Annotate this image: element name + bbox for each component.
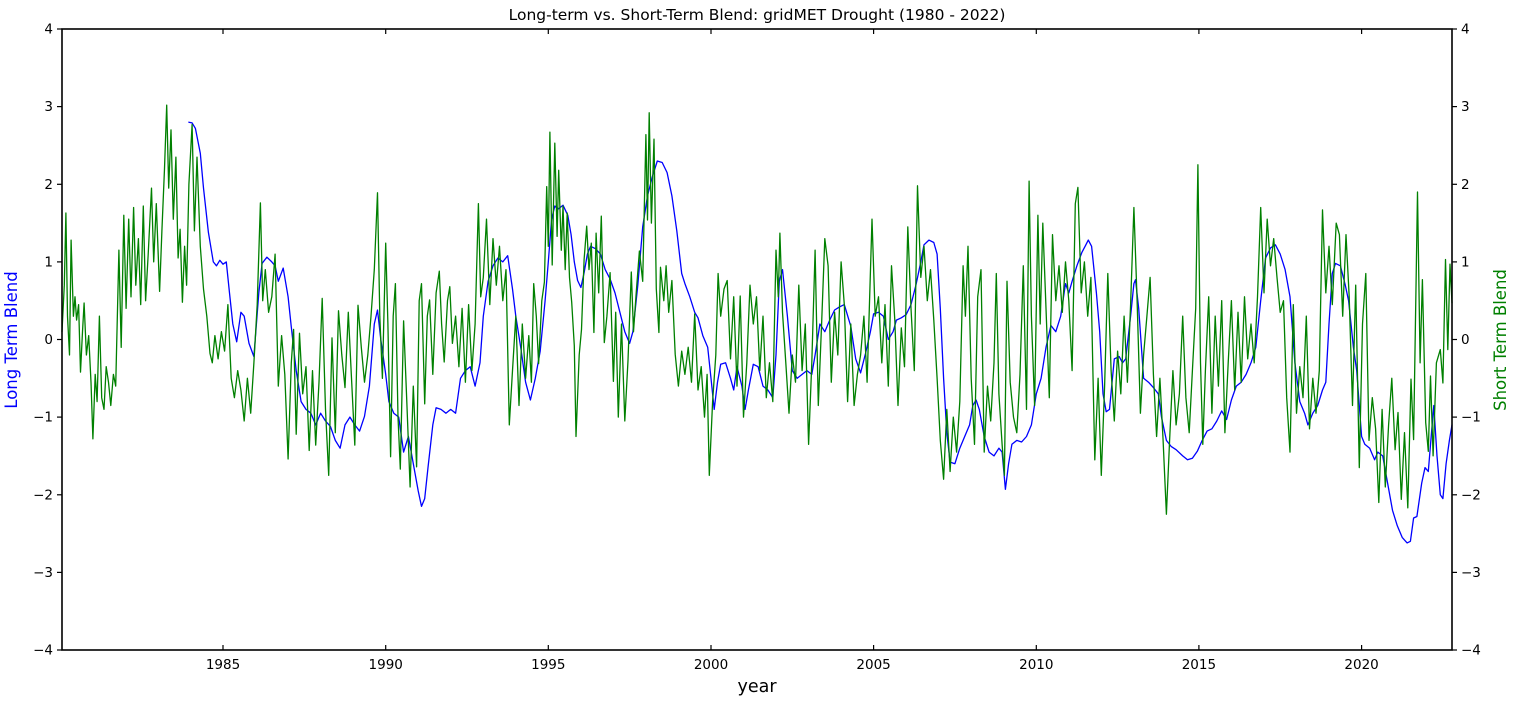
x-tick-label: 2020 [1344, 657, 1378, 673]
short-term-blend-line [61, 104, 1453, 515]
y-tick-label-left: 3 [44, 99, 53, 115]
y-tick-label-left: 4 [44, 22, 53, 38]
y-tick-label-left: −1 [33, 410, 53, 426]
y-tick-label-right: 3 [1461, 99, 1470, 115]
y-tick-label-left: −2 [33, 487, 53, 503]
chart-title: Long-term vs. Short-Term Blend: gridMET … [509, 6, 1006, 24]
x-tick-label: 1990 [369, 657, 403, 673]
y-tick-label-right: 4 [1461, 22, 1470, 38]
y-tick-label-right: −3 [1461, 565, 1481, 581]
axis-ticks-layer: 1985 1990 1995 2000 2005 2010 2015 2020−4 −4−3 −3… [33, 22, 1481, 674]
y-tick-label-left: −3 [33, 565, 53, 581]
y-tick-label-left: 1 [44, 254, 53, 270]
x-tick-label: 2010 [1019, 657, 1053, 673]
series-layer [61, 104, 1453, 544]
y-tick-label-right: −2 [1461, 487, 1481, 503]
left-axis-label: Long Term Blend [2, 271, 21, 408]
x-tick-label: 1985 [206, 657, 240, 673]
x-tick-label: 2005 [856, 657, 890, 673]
right-axis-label: Short Term Blend [1491, 269, 1510, 411]
x-tick-label: 2015 [1182, 657, 1216, 673]
y-tick-label-left: −4 [33, 643, 53, 659]
x-tick-label: 1995 [531, 657, 565, 673]
y-tick-label-right: −4 [1461, 643, 1481, 659]
y-tick-label-right: 1 [1461, 254, 1470, 270]
x-axis-label: year [737, 677, 777, 697]
x-tick-label: 2000 [694, 657, 728, 673]
y-tick-label-right: 0 [1461, 332, 1470, 348]
y-tick-label-right: 2 [1461, 177, 1470, 193]
y-tick-label-right: −1 [1461, 410, 1481, 426]
plot-border [61, 28, 1453, 651]
y-tick-label-left: 2 [44, 177, 53, 193]
y-tick-label-left: 0 [44, 332, 53, 348]
